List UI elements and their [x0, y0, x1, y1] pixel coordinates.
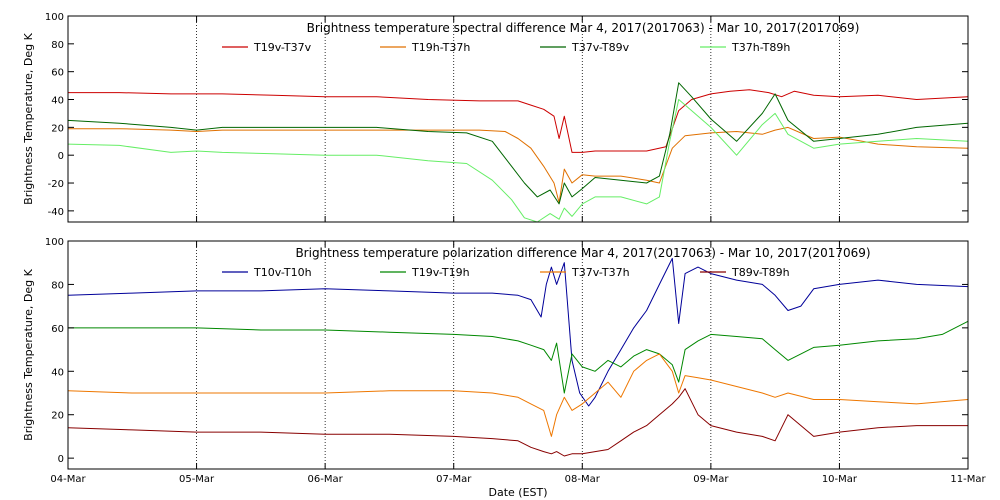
y-tick-label: 60 [51, 68, 64, 79]
x-tick-label: 06-Mar [308, 474, 344, 485]
series-line-t37h-t89h [67, 99, 969, 223]
x-tick-label: 10-Mar [822, 474, 858, 485]
x-tick-label: 05-Mar [179, 474, 215, 485]
legend-label: T37v-T89v [571, 41, 630, 54]
y-tick-label: -20 [48, 179, 64, 190]
series-line-t10v-t10h [67, 257, 969, 407]
y-axis-label: Brightness Temperature, Deg K [22, 268, 35, 440]
x-tick-label: 11-Mar [950, 474, 986, 485]
x-tick-label: 08-Mar [565, 474, 601, 485]
series-line-t19h-t37h [68, 126, 969, 203]
series-line-t37v-t37h [67, 353, 969, 437]
y-tick-label: 60 [51, 324, 64, 335]
chart-title: Brightness temperature polarization diff… [295, 246, 870, 260]
legend-label: T19h-T37h [411, 41, 470, 54]
y-tick-label: 40 [51, 367, 64, 378]
legend-label: T10v-T10h [253, 266, 312, 279]
chart-title: Brightness temperature spectral differen… [307, 21, 860, 35]
legend-label: T89v-T89h [731, 266, 790, 279]
y-tick-label: 0 [58, 454, 64, 465]
x-tick-label: 04-Mar [50, 474, 86, 485]
series-line-t37v-t89v [67, 82, 969, 205]
legend-label: T19v-T19h [411, 266, 470, 279]
y-tick-label: 20 [51, 123, 64, 134]
legend-label: T37h-T89h [731, 41, 790, 54]
y-tick-label: 100 [45, 237, 64, 248]
y-tick-label: 20 [51, 411, 64, 422]
y-tick-label: 80 [51, 40, 64, 51]
chart-panel-2: 0 20 40 60 80 100 04-Mar 05-Mar 06-Mar 07-Mar 08-M… [22, 237, 986, 499]
x-tick-label: 09-Mar [693, 474, 729, 485]
series-line-t89v-t89h [67, 388, 968, 457]
y-tick-label: 40 [51, 96, 64, 107]
x-tick-label: 07-Mar [436, 474, 472, 485]
y-tick-label: 80 [51, 280, 64, 291]
x-axis-label: Date (EST) [488, 486, 547, 499]
legend-label: T19v-T37v [253, 41, 312, 54]
y-tick-label: 100 [45, 12, 64, 23]
plot-frame [67, 240, 969, 470]
legend-label: T37v-T37h [571, 266, 630, 279]
y-axis-label: Brightness Temperature, Deg K [22, 32, 35, 204]
series-line-t19v-t37v [68, 89, 969, 153]
series-line-t19v-t19h [68, 320, 969, 394]
plot-frame [67, 15, 969, 223]
chart-panel-1: -40 -20 0 20 40 60 80 100 Brightness temperature… [22, 12, 969, 223]
y-tick-label: -40 [48, 207, 64, 218]
y-tick-label: 0 [58, 151, 64, 162]
